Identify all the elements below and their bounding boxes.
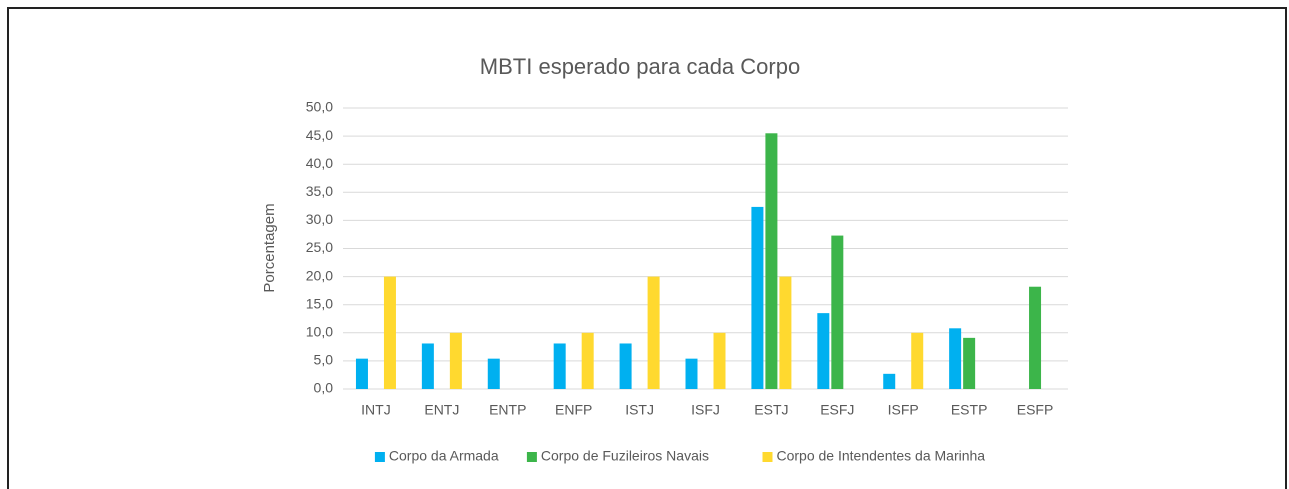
bar bbox=[619, 343, 632, 389]
y-tick-label: 30,0 bbox=[306, 211, 333, 227]
x-tick-label: ISFP bbox=[888, 402, 919, 418]
x-tick-label: ISTJ bbox=[625, 402, 654, 418]
legend-swatch bbox=[526, 452, 537, 462]
bar bbox=[963, 337, 976, 389]
y-tick-label: 0,0 bbox=[314, 380, 334, 396]
y-tick-label: 40,0 bbox=[306, 155, 333, 171]
y-tick-label: 20,0 bbox=[306, 267, 333, 283]
frame bbox=[7, 7, 1287, 489]
x-tick-label: ISFJ bbox=[691, 402, 720, 418]
bar bbox=[685, 358, 698, 389]
x-tick-label: ENFP bbox=[555, 402, 592, 418]
bar bbox=[355, 358, 368, 389]
bar bbox=[751, 206, 764, 389]
x-tick-label: ENTP bbox=[489, 402, 526, 418]
x-tick-label: ESFP bbox=[1017, 402, 1054, 418]
y-axis-label: Porcentagem bbox=[261, 203, 278, 292]
y-tick-label: 50,0 bbox=[306, 99, 333, 115]
x-tick-label: ESFJ bbox=[820, 402, 854, 418]
legend-label: Corpo da Armada bbox=[389, 448, 499, 464]
legend-label: Corpo de Intendentes da Marinha bbox=[777, 448, 986, 464]
bar bbox=[817, 313, 830, 389]
x-tick-label: ESTJ bbox=[754, 402, 788, 418]
bar bbox=[421, 343, 434, 389]
bar bbox=[831, 235, 844, 389]
bar bbox=[883, 373, 896, 389]
x-tick-label: INTJ bbox=[361, 402, 391, 418]
bar bbox=[487, 358, 500, 389]
legend-swatch bbox=[374, 452, 385, 462]
bar bbox=[1029, 286, 1042, 389]
legend-swatch bbox=[762, 452, 773, 462]
legend-label: Corpo de Fuzileiros Navais bbox=[541, 448, 709, 464]
bar bbox=[553, 343, 566, 389]
bar bbox=[383, 276, 396, 389]
y-tick-label: 25,0 bbox=[306, 239, 333, 255]
y-tick-label: 35,0 bbox=[306, 183, 333, 199]
bar bbox=[779, 276, 792, 389]
y-tick-label: 15,0 bbox=[306, 295, 333, 311]
y-tick-label: 5,0 bbox=[314, 352, 334, 368]
chart-title: MBTI esperado para cada Corpo bbox=[480, 54, 800, 79]
bar bbox=[713, 332, 726, 389]
bar bbox=[581, 332, 594, 389]
bar bbox=[647, 276, 660, 389]
bar bbox=[449, 332, 462, 389]
y-tick-label: 45,0 bbox=[306, 127, 333, 143]
bar bbox=[765, 133, 778, 389]
bar bbox=[949, 328, 962, 389]
bar bbox=[911, 332, 924, 389]
x-tick-label: ESTP bbox=[951, 402, 988, 418]
y-tick-label: 10,0 bbox=[306, 324, 333, 340]
x-tick-label: ENTJ bbox=[424, 402, 459, 418]
